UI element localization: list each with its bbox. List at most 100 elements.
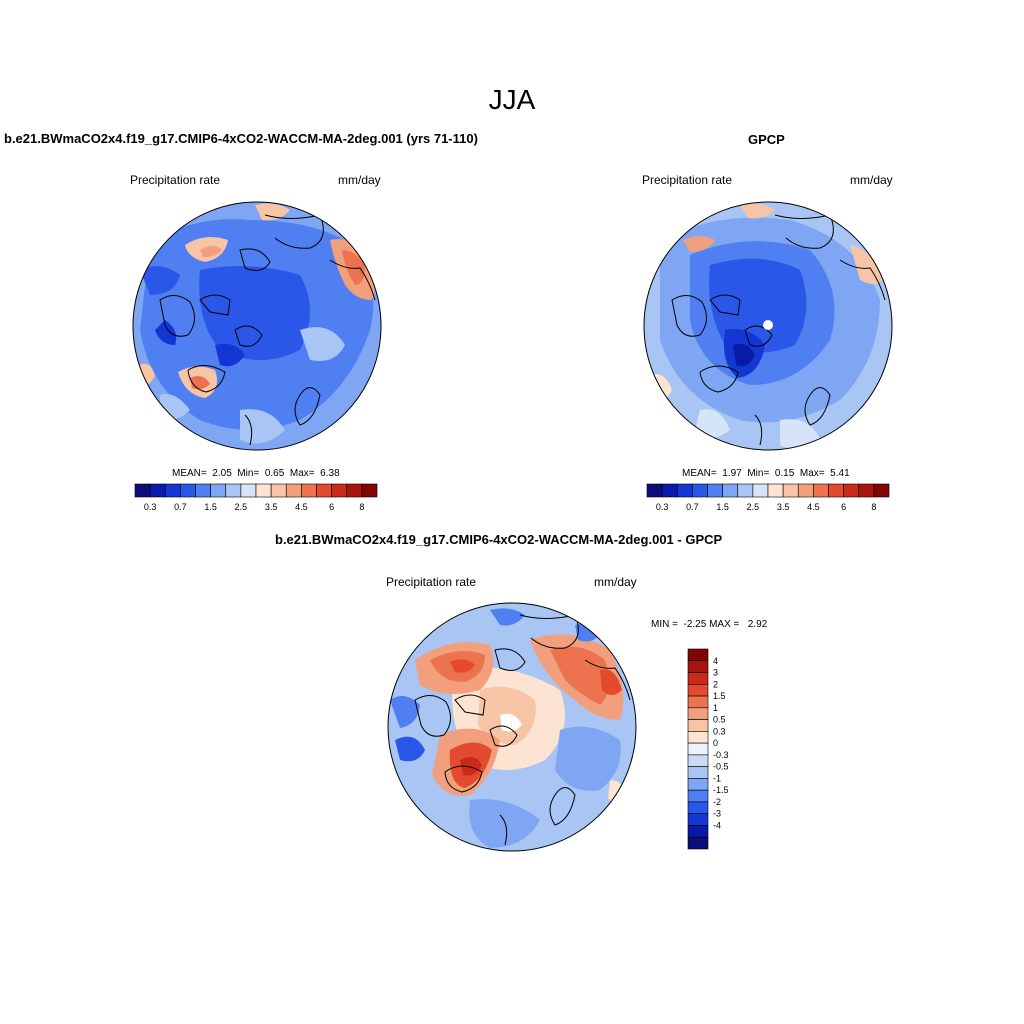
obs-colorbar-swatch: [782, 483, 799, 498]
diff-colorbar-tick-label: 0.3: [713, 726, 726, 736]
diff-colorbar-swatch: [687, 836, 709, 850]
obs-colorbar-swatch: [722, 483, 739, 498]
obs-colorbar-swatch: [813, 483, 829, 498]
diff-colorbar-swatch: [687, 778, 709, 791]
obs-map-border: [643, 201, 893, 451]
model-colorbar-swatch: [195, 483, 211, 498]
obs-coastlines: [671, 214, 886, 446]
model-colorbar-swatch: [149, 483, 166, 498]
diff-colorbar-swatch: [687, 672, 709, 685]
obs-colorbar-swatch: [676, 483, 693, 498]
diff-colorbar-tick-label: 2: [713, 679, 718, 689]
model-colorbar-swatch: [225, 483, 242, 498]
obs-colorbar-tick-label: 3.5: [777, 502, 790, 512]
diff-colorbar-swatch: [687, 825, 709, 838]
model-panel-title: b.e21.BWmaCO2x4.f19_g17.CMIP6-4xCO2-WACC…: [4, 131, 478, 146]
model-units-label: mm/day: [338, 173, 381, 187]
diff-colorbar-tick-label: 1: [713, 703, 718, 713]
obs-panel-title: GPCP: [748, 132, 785, 147]
obs-colorbar-swatch: [646, 483, 663, 498]
obs-colorbar-swatch: [752, 483, 769, 498]
model-colorbar-swatch: [331, 483, 348, 498]
diff-colorbar-tick-label: -3: [713, 809, 721, 819]
obs-colorbar-swatch: [858, 483, 875, 498]
diff-colorbar-swatch: [687, 754, 709, 767]
diff-colorbar-tick-label: 4: [713, 656, 718, 666]
diff-colorbar-swatch: [687, 731, 709, 744]
figure-title: JJA: [488, 84, 536, 115]
diff-colorbar-swatch: [687, 719, 709, 732]
obs-colorbar-swatch: [828, 483, 844, 498]
diff-colorbar-tick-label: 3: [713, 668, 718, 678]
model-colorbar-tick-label: 0.3: [144, 502, 157, 512]
diff-colorbar-swatch: [687, 660, 709, 673]
obs-colorbar-swatch: [797, 483, 814, 498]
obs-units-label: mm/day: [850, 173, 893, 187]
obs-colorbar-tick-label: 6: [841, 502, 846, 512]
obs-colorbar-tick-label: 1.5: [716, 502, 729, 512]
model-colorbar-swatch: [346, 483, 363, 498]
obs-colorbar-tick-label: 0.7: [686, 502, 699, 512]
diff-colorbar-tick-label: 0.5: [713, 715, 726, 725]
model-variable-label: Precipitation rate: [130, 173, 221, 187]
diff-colorbar-swatch: [687, 707, 709, 720]
model-colorbar-tick-label: 6: [329, 502, 334, 512]
diff-colorbar-swatch: [687, 683, 709, 697]
diff-colorbar-tick-label: -2: [713, 797, 721, 807]
diff-colorbar-swatch: [687, 695, 709, 709]
obs-colorbar-swatch: [707, 483, 723, 498]
diff-units-label: mm/day: [594, 575, 637, 589]
model-colorbar-swatch: [180, 483, 196, 498]
model-colorbar-swatch: [301, 483, 317, 498]
diff-variable-label: Precipitation rate: [386, 575, 477, 589]
diff-coastlines: [414, 614, 631, 846]
diff-panel-title: b.e21.BWmaCO2x4.f19_g17.CMIP6-4xCO2-WACC…: [275, 532, 723, 547]
obs-colorbar-swatch: [843, 483, 860, 498]
diff-colorbar-tick-label: -4: [713, 820, 721, 830]
model-coastlines: [159, 214, 376, 446]
obs-colorbar-tick-label: 2.5: [747, 502, 760, 512]
diff-colorbar-tick-label: -0.3: [713, 750, 729, 760]
diff-colorbar-tick-label: 0: [713, 738, 718, 748]
diff-colorbar-swatch: [687, 742, 709, 756]
obs-colorbar-swatch: [873, 483, 890, 498]
model-colorbar-tick-label: 0.7: [174, 502, 187, 512]
obs-map: [644, 202, 892, 450]
model-map-border: [132, 201, 382, 451]
diff-colorbar-tick-label: -1: [713, 773, 721, 783]
obs-colorbar-swatch: [767, 483, 784, 498]
obs-colorbar-tick-label: 8: [871, 502, 876, 512]
obs-colorbar-swatch: [737, 483, 754, 498]
model-colorbar-swatch: [240, 483, 257, 498]
diff-colorbar-swatch: [687, 813, 709, 826]
obs-colorbar-tick-label: 0.3: [656, 502, 669, 512]
diff-map-border: [387, 602, 637, 852]
model-colorbar-tick-label: 1.5: [204, 502, 217, 512]
model-colorbar-tick-label: 4.5: [295, 502, 308, 512]
diff-stats: MIN = -2.25 MAX = 2.92: [651, 619, 768, 630]
model-colorbar-swatch: [316, 483, 332, 498]
model-colorbar-swatch: [134, 483, 151, 498]
model-colorbar-swatch: [255, 483, 272, 498]
obs-colorbar-swatch: [692, 483, 708, 498]
obs-missing-pole: [763, 320, 773, 330]
obs-variable-label: Precipitation rate: [642, 173, 733, 187]
diff-colorbar-tick-label: -0.5: [713, 762, 729, 772]
diff-colorbar: 4 32 1.5 1 0.50.3 0 -0.3 -0.5-1 -1.5 -2 -3-4: [687, 648, 729, 850]
model-colorbar-swatch: [164, 483, 181, 498]
diff-colorbar-swatch: [687, 789, 709, 803]
obs-colorbar-swatch: [661, 483, 678, 498]
model-colorbar: 0.3 0.7 1.5 2.5 3.5 4.5 6 8: [134, 483, 378, 512]
diff-colorbar-swatch: [687, 766, 709, 779]
diff-colorbar-swatch: [687, 648, 709, 662]
obs-colorbar: 0.3 0.7 1.5 2.5 3.5 4.5 6 8: [646, 483, 890, 512]
model-colorbar-tick-label: 8: [359, 502, 364, 512]
model-colorbar-swatch: [361, 483, 378, 498]
model-stats: MEAN= 2.05 Min= 0.65 Max= 6.38: [172, 468, 340, 479]
obs-colorbar-tick-label: 4.5: [807, 502, 820, 512]
diff-colorbar-swatch: [687, 801, 709, 815]
model-colorbar-tick-label: 2.5: [235, 502, 248, 512]
model-colorbar-swatch: [270, 483, 287, 498]
obs-stats: MEAN= 1.97 Min= 0.15 Max= 5.41: [682, 468, 850, 479]
